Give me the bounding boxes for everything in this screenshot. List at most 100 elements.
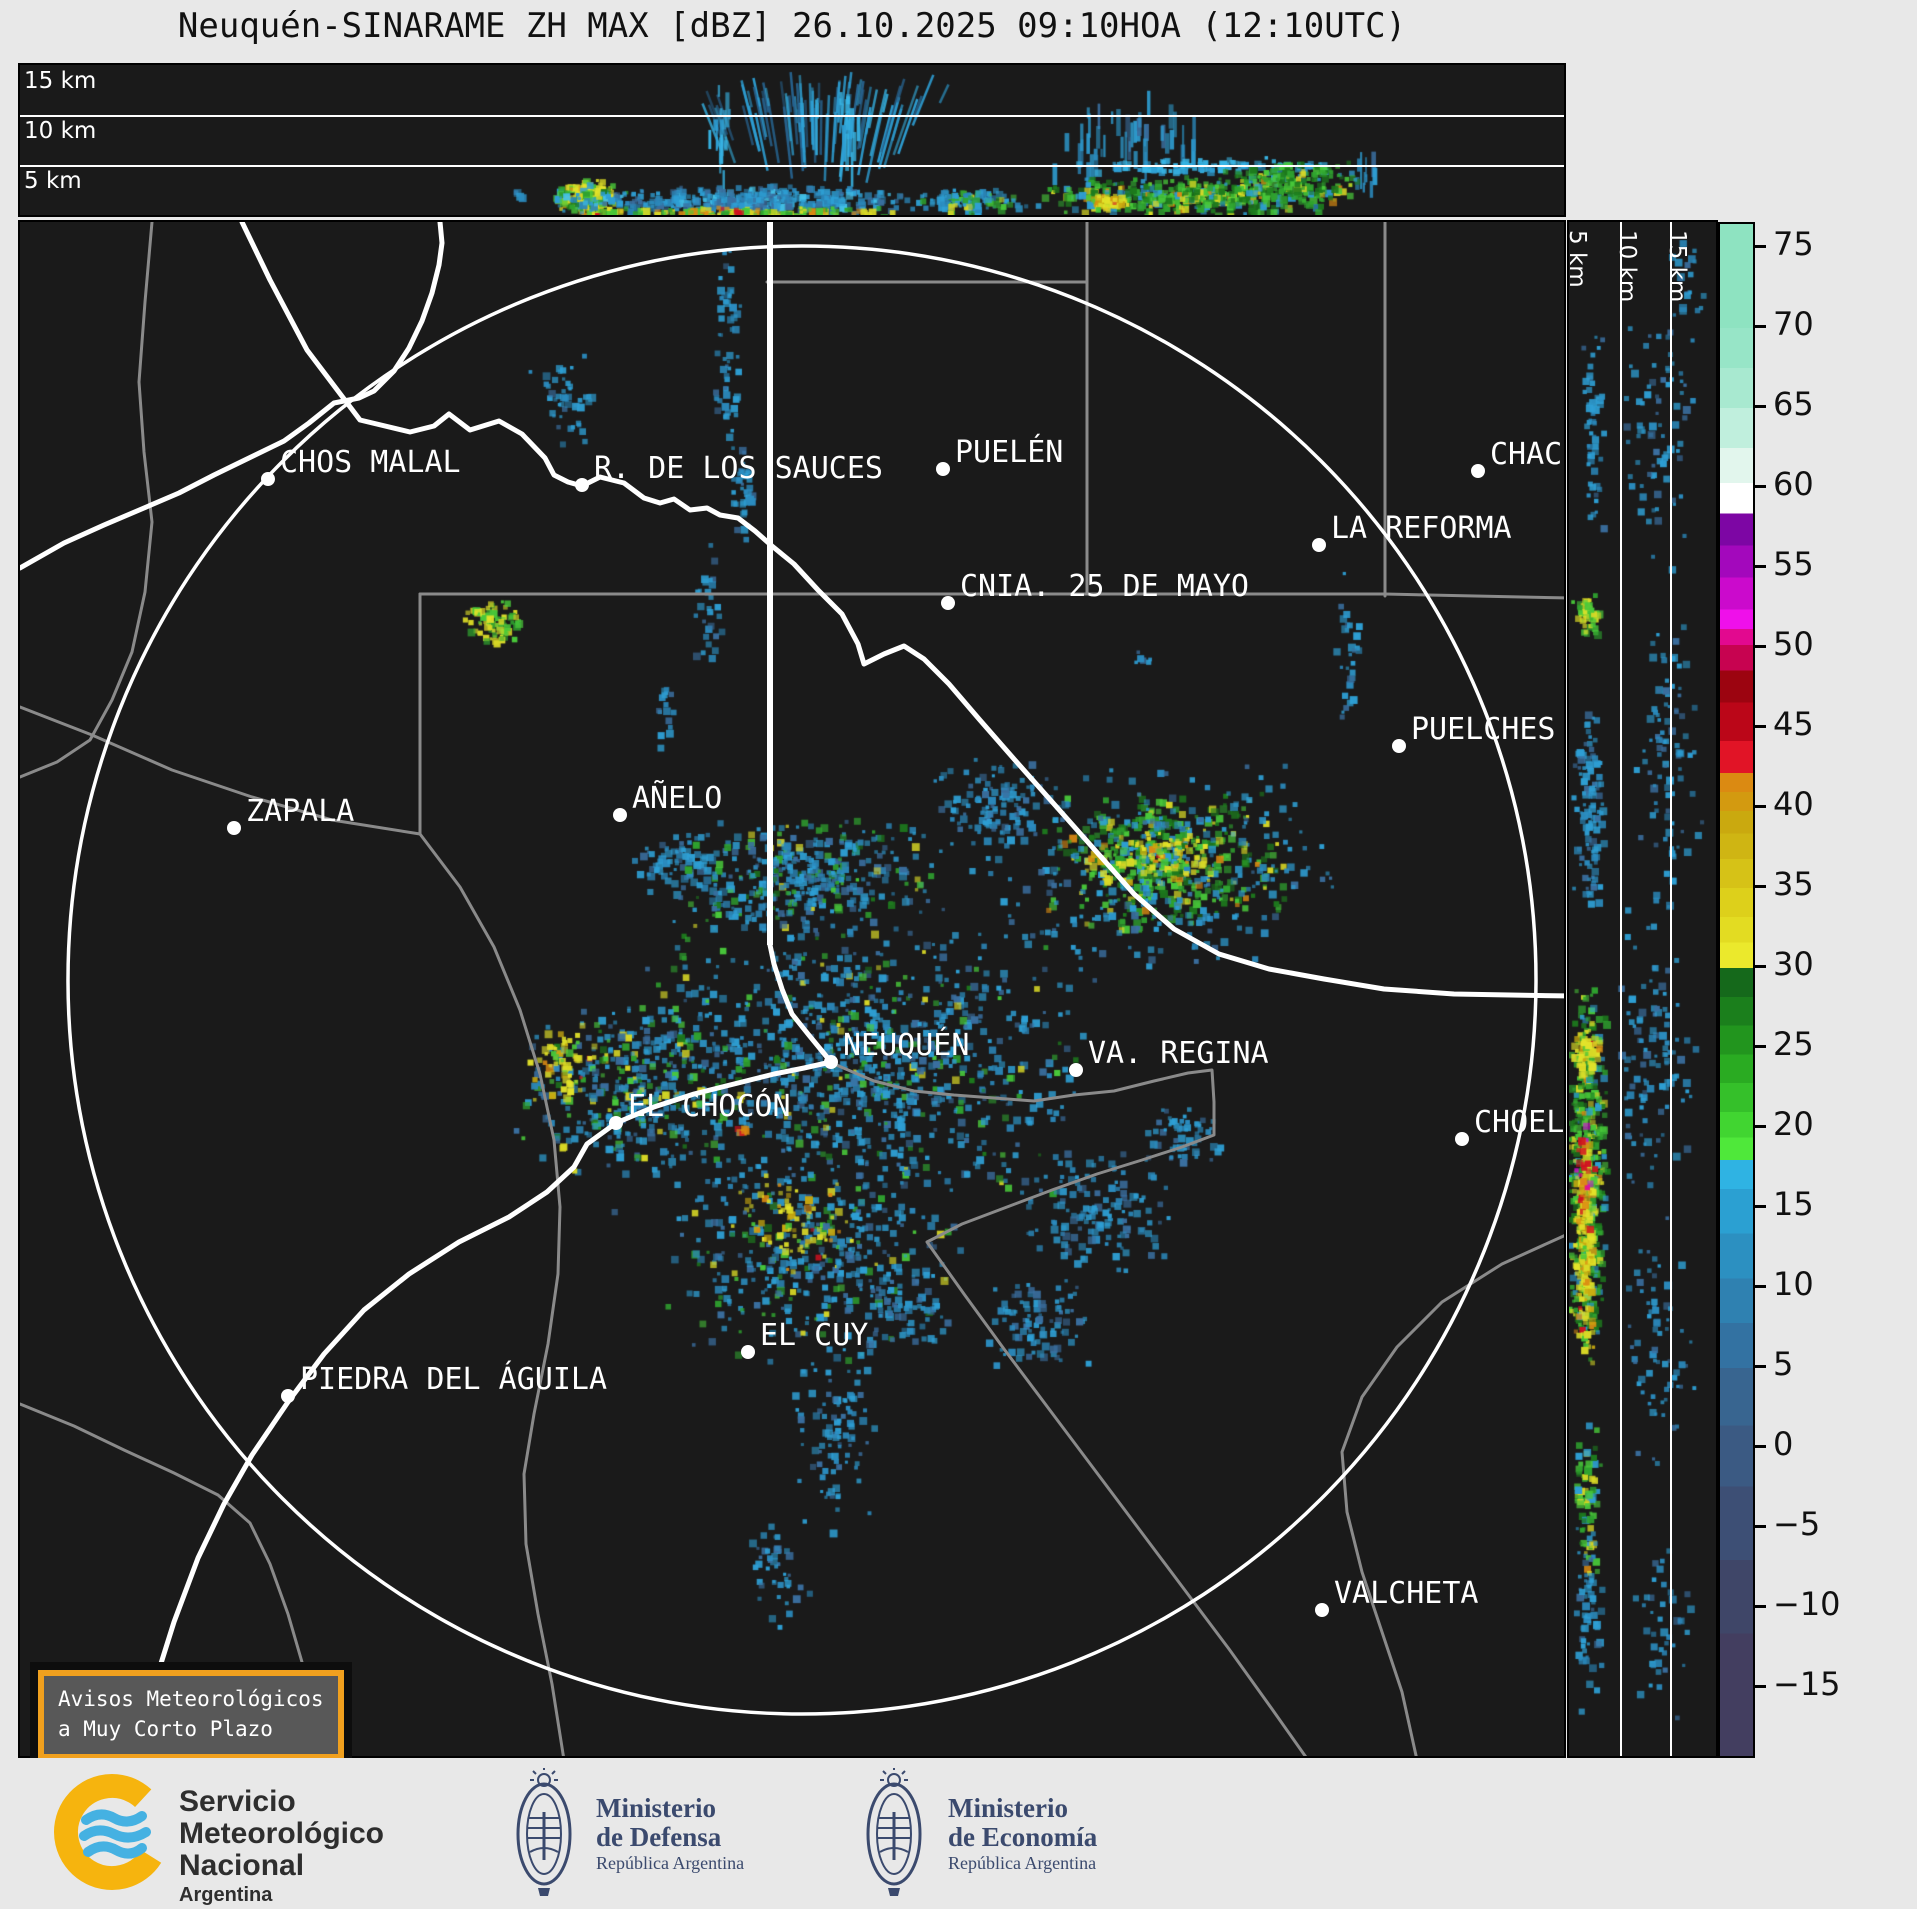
altitude-line-10km (20, 115, 1564, 117)
colorbar-tick-mark (1755, 484, 1766, 488)
colorbar-tick-mark (1755, 724, 1766, 728)
colorbar-tick-mark (1755, 1604, 1766, 1608)
colorbar-tick-label: 75 (1773, 225, 1814, 263)
city-label: PIEDRA DEL ÁGUILA (300, 1362, 608, 1397)
city-dot (1312, 538, 1326, 552)
colorbar-tick-mark (1755, 1204, 1766, 1208)
city-label: EL CUY (760, 1318, 869, 1353)
colorbar-tick-label: 70 (1773, 305, 1814, 343)
city-label: PUELÉN (955, 435, 1064, 470)
river-line (128, 1059, 834, 1756)
smn-wordmark: Servicio Meteorológico Nacional Argentin… (179, 1786, 384, 1908)
city-label: ZAPALA (246, 794, 355, 829)
city-label: EL CHOCÓN (628, 1089, 791, 1124)
city-dot (936, 462, 950, 476)
colorbar-tick-label: 60 (1773, 465, 1814, 503)
short-term-warnings-banner[interactable]: Avisos Meteorológicos a Muy Corto Plazo (30, 1662, 352, 1768)
economia-coat-of-arms-icon (866, 1768, 922, 1896)
colorbar-tick-label: 20 (1773, 1105, 1814, 1143)
city-dot (1069, 1063, 1083, 1077)
warning-line-2: a Muy Corto Plazo (58, 1717, 273, 1741)
colorbar-tick-mark (1755, 1284, 1766, 1288)
colorbar-tick-label: −15 (1773, 1665, 1841, 1703)
defensa-coat-of-arms-icon (516, 1768, 572, 1896)
colorbar-tick-label: −5 (1773, 1505, 1821, 1543)
river-line (767, 942, 834, 1065)
smn-line-2: Meteorológico (179, 1817, 385, 1850)
city-label: CHOS MALAL (280, 445, 461, 480)
city-dot (941, 596, 955, 610)
altitude-label-10km: 10 km (24, 118, 97, 144)
colorbar-tick-mark (1755, 1044, 1766, 1048)
city-dot (741, 1345, 755, 1359)
colorbar-tick-label: 10 (1773, 1265, 1814, 1303)
province-border (20, 222, 154, 779)
city-dot (1471, 464, 1485, 478)
smn-logo-icon (54, 1774, 170, 1890)
top-cross-section-panel: 15 km 10 km 5 km (18, 63, 1566, 217)
altitude-label-15km-vertical: 15 km (1664, 230, 1690, 303)
city-label: CHACH (1490, 437, 1564, 472)
colorbar-tick-label: 0 (1773, 1425, 1794, 1463)
city-dot (261, 472, 275, 486)
altitude-label-5km: 5 km (24, 168, 82, 194)
city-dot (1455, 1132, 1469, 1146)
altitude-label-15km: 15 km (24, 68, 97, 94)
altitude-label-10km-vertical: 10 km (1614, 230, 1640, 303)
city-dot (227, 821, 241, 835)
city-label: LA REFORMA (1331, 511, 1512, 546)
economia-wordmark: Ministerio de Economía República Argenti… (948, 1794, 1097, 1874)
city-label: AÑELO (632, 781, 723, 816)
city-label: NEUQUÉN (843, 1028, 970, 1063)
river-line (239, 222, 1564, 999)
defensa-wordmark: Ministerio de Defensa República Argentin… (596, 1794, 744, 1874)
defensa-line-3: República Argentina (596, 1853, 745, 1873)
colorbar-tick-mark (1755, 1124, 1766, 1128)
colorbar-tick-mark (1755, 884, 1766, 888)
colorbar-tick-mark (1755, 644, 1766, 648)
city-dot (575, 478, 589, 492)
city-dot (824, 1055, 838, 1069)
smn-line-4: Argentina (179, 1884, 273, 1906)
city-dot (1315, 1603, 1329, 1617)
altitude-label-5km-vertical: 5 km (1567, 230, 1590, 288)
province-border (1340, 1234, 1564, 1756)
colorbar-tick-label: 5 (1773, 1345, 1794, 1383)
colorbar-tick-label: 30 (1773, 945, 1814, 983)
smn-line-3: Nacional (179, 1849, 305, 1882)
colorbar-tick-label: 55 (1773, 545, 1814, 583)
city-dot (281, 1389, 295, 1403)
province-border (418, 832, 565, 1756)
province-border (832, 1062, 1308, 1756)
short-term-warnings-border: Avisos Meteorológicos a Muy Corto Plazo (38, 1670, 344, 1760)
colorbar-tick-mark (1755, 1524, 1766, 1528)
city-label: VALCHETA (1334, 1576, 1479, 1611)
colorbar-tick-mark (1755, 1444, 1766, 1448)
altitude-line-10km-vertical (1670, 222, 1672, 1756)
smn-line-1: Servicio (179, 1785, 296, 1818)
defensa-line-2: de Defensa (596, 1822, 722, 1852)
city-label: PUELCHES (1411, 712, 1556, 747)
colorbar-tick-mark (1755, 1364, 1766, 1368)
colorbar-tick-label: −10 (1773, 1585, 1841, 1623)
right-cross-section-panel: 5 km 10 km 15 km (1567, 220, 1718, 1758)
city-label: R. DE LOS SAUCES (594, 451, 883, 486)
dbz-colorbar (1718, 222, 1755, 1758)
colorbar-tick-label: 65 (1773, 385, 1814, 423)
altitude-line-5km (20, 165, 1564, 167)
city-dot (609, 1116, 623, 1130)
colorbar-tick-mark (1755, 804, 1766, 808)
colorbar-tick-label: 50 (1773, 625, 1814, 663)
city-dot (1392, 739, 1406, 753)
colorbar-tick-mark (1755, 244, 1766, 248)
top-cross-section-canvas (20, 65, 1564, 215)
radar-map-panel: CHOS MALAL R. DE LOS SAUCES PUELÉN CHACH LA … (18, 220, 1566, 1758)
colorbar-tick-label: 45 (1773, 705, 1814, 743)
defensa-line-1: Ministerio (596, 1793, 716, 1823)
colorbar-tick-label: 40 (1773, 785, 1814, 823)
colorbar-tick-label: 35 (1773, 865, 1814, 903)
map-geography-overlay (20, 222, 1564, 1756)
economia-line-3: República Argentina (948, 1853, 1097, 1873)
colorbar-tick-mark (1755, 1684, 1766, 1688)
